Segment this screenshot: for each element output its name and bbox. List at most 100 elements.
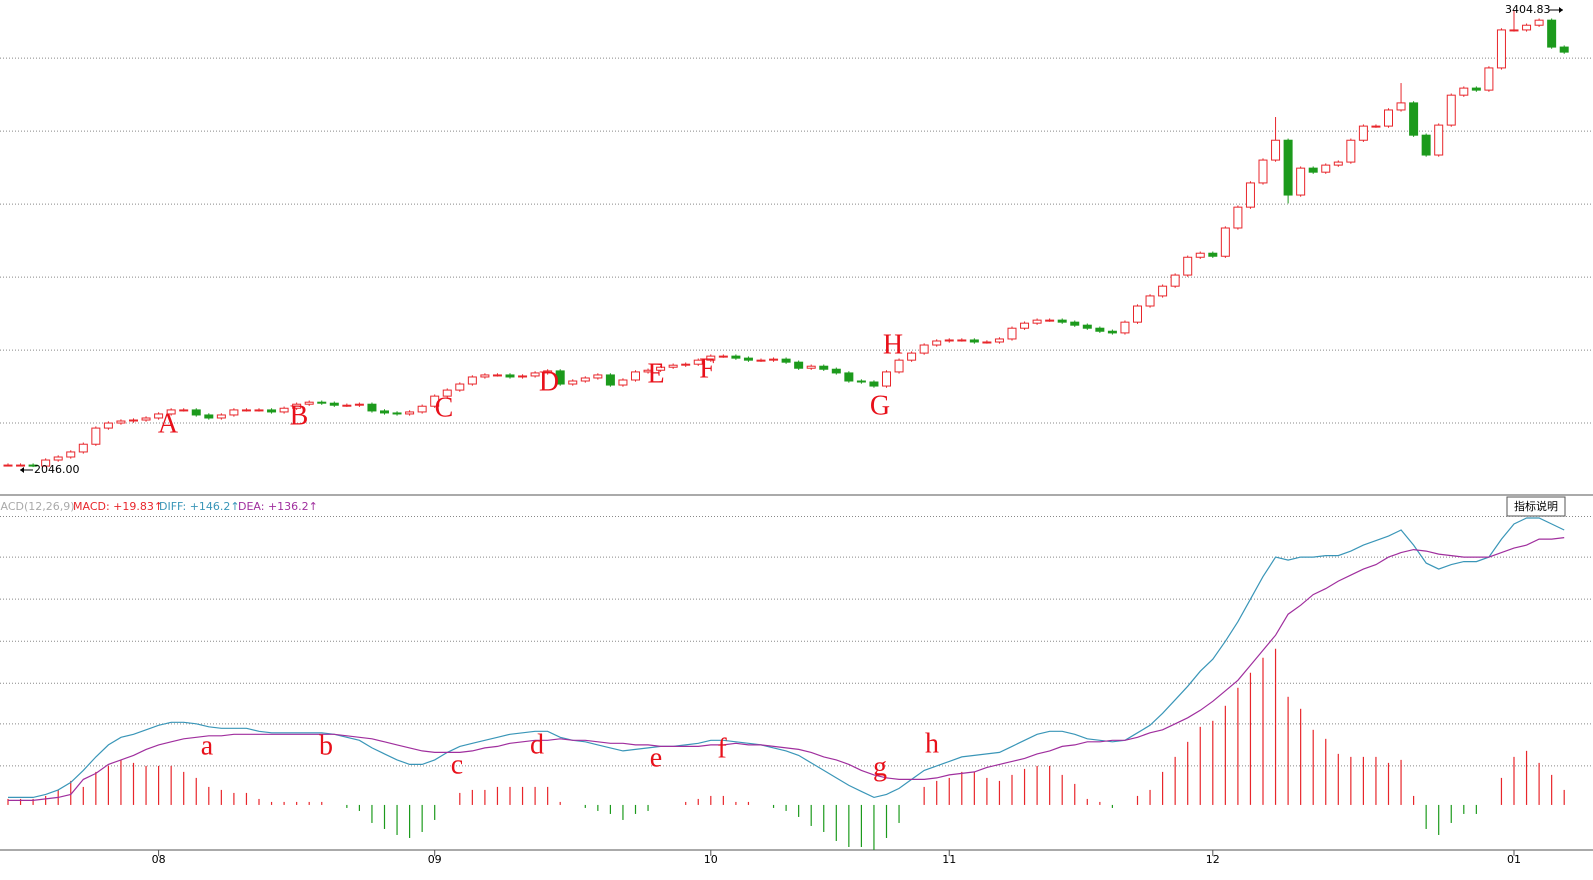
candle-body <box>216 414 226 419</box>
candle-body <box>53 456 63 461</box>
candle-body <box>505 374 515 378</box>
candle-body <box>605 374 615 386</box>
x-tick-label: 08 <box>152 853 166 866</box>
candle-body <box>41 459 51 467</box>
candle-body <box>179 409 189 412</box>
pattern-label: c <box>451 749 463 780</box>
candle-body <box>1020 322 1030 329</box>
candle-body <box>1358 125 1368 141</box>
candle-body <box>1496 29 1506 69</box>
candle-body <box>819 365 829 370</box>
macd-title: MACD(12,26,9) <box>0 500 75 513</box>
candle-body <box>354 403 364 406</box>
candle-body <box>718 355 728 358</box>
candle-body <box>28 464 38 467</box>
candle-body <box>78 443 88 453</box>
candle-body <box>882 371 891 387</box>
candle-body <box>994 338 1004 343</box>
candle-body <box>894 359 904 373</box>
candle-body <box>1045 319 1055 322</box>
candle-body <box>530 372 540 377</box>
candle-body <box>1032 319 1042 324</box>
legend-entry: MACD: +19.83↑ <box>73 500 163 513</box>
candle-body <box>969 339 979 343</box>
candle-body <box>16 464 26 467</box>
candle-body <box>844 372 854 382</box>
pattern-label: H <box>883 329 903 360</box>
candle-body <box>129 419 138 422</box>
candle-body <box>1296 167 1306 196</box>
pattern-label: E <box>647 358 664 389</box>
candle-body <box>442 389 452 397</box>
candle-body <box>643 369 653 373</box>
candle-body <box>869 381 879 387</box>
candle-body <box>919 344 929 354</box>
pattern-label: d <box>530 729 544 760</box>
indicator-help-label[interactable]: 指标说明 <box>1514 499 1558 513</box>
candle-body <box>1145 295 1155 307</box>
high-label: 3404.83 <box>1505 3 1551 16</box>
candle-body <box>731 355 741 359</box>
candle-body <box>292 403 302 409</box>
candle-body <box>1208 252 1218 257</box>
candle-body <box>1333 161 1343 166</box>
candle-body <box>681 363 691 366</box>
candle-body <box>116 420 126 424</box>
candle-body <box>769 358 779 361</box>
candle-body <box>367 403 377 412</box>
candle-body <box>1133 305 1142 323</box>
pattern-label: a <box>201 730 214 761</box>
candle-body <box>317 401 327 404</box>
candle-body <box>166 409 176 415</box>
pattern-label: C <box>435 392 454 423</box>
candle-body <box>1070 321 1080 326</box>
candle-body <box>518 375 528 378</box>
candle-body <box>1245 182 1255 208</box>
candle-body <box>1384 109 1393 127</box>
pattern-label: h <box>925 728 939 759</box>
candle-body <box>1446 94 1456 126</box>
candle-body <box>568 380 578 385</box>
high-arrow-head <box>1559 7 1563 13</box>
candle-body <box>254 409 264 412</box>
candle-body <box>957 339 967 342</box>
candle-body <box>1522 24 1532 31</box>
candle-body <box>204 414 214 419</box>
candle-body <box>856 380 866 383</box>
pattern-label: g <box>873 751 887 782</box>
candle-body <box>932 340 942 346</box>
candle-body <box>304 401 314 405</box>
candle-body <box>1271 139 1281 161</box>
indicator-help-button[interactable] <box>1506 496 1566 517</box>
candle-body <box>154 413 164 419</box>
legend-entry: DIFF: +146.2↑ <box>159 500 240 513</box>
candle-body <box>1183 256 1193 276</box>
candle-body <box>3 464 13 467</box>
candle-body <box>1258 159 1268 184</box>
candle-body <box>1371 125 1381 128</box>
candle-body <box>66 451 76 458</box>
candle-body <box>831 368 841 374</box>
candle-body <box>1547 19 1557 48</box>
candle-body <box>543 370 553 374</box>
indicator-line <box>8 517 1565 799</box>
candle-body <box>806 365 816 369</box>
x-tick-label: 01 <box>1507 853 1521 866</box>
candle-body <box>455 383 465 391</box>
candle-body <box>229 409 239 416</box>
candle-body <box>593 374 603 379</box>
candle-body <box>1484 67 1494 91</box>
candle-body <box>982 341 992 344</box>
pattern-label: G <box>870 390 890 421</box>
candle-body <box>191 409 201 416</box>
candle-body <box>1120 321 1130 334</box>
candle-body <box>1195 252 1205 258</box>
candle-body <box>781 358 791 363</box>
candle-body <box>1471 87 1481 91</box>
candle-body <box>907 352 917 361</box>
candle-body <box>480 374 490 378</box>
x-tick-label: 09 <box>428 853 442 866</box>
candle-body <box>405 411 415 415</box>
